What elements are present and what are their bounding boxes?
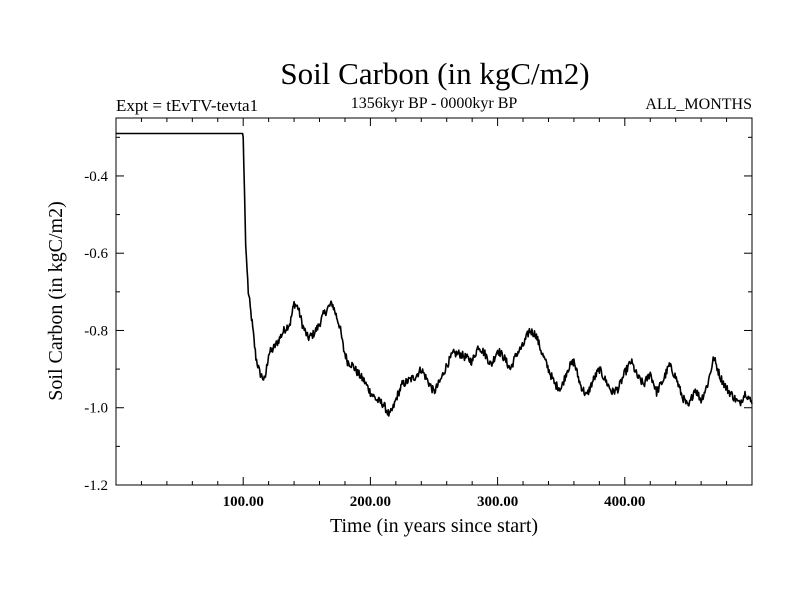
y-axis-label: Soil Carbon (in kgC/m2) bbox=[45, 201, 67, 400]
subtitle-experiment: Expt = tEvTV-tevta1 bbox=[116, 96, 258, 115]
y-tick-label: -1.0 bbox=[84, 401, 108, 417]
x-tick-label: 200.00 bbox=[350, 494, 391, 510]
y-tick-label: -0.6 bbox=[84, 246, 108, 262]
series-layer bbox=[116, 132, 753, 417]
series-line bbox=[116, 132, 753, 417]
y-axis-ticks: -0.4 -0.6 -0.8 -1.0 -1.2 bbox=[84, 136, 752, 494]
y-tick-label: -0.8 bbox=[84, 323, 108, 339]
x-axis-label: Time (in years since start) bbox=[330, 515, 538, 537]
chart-title: Soil Carbon (in kgC/m2) bbox=[280, 56, 589, 91]
y-tick-label: -1.2 bbox=[84, 478, 108, 494]
plot-frame bbox=[115, 117, 753, 486]
x-tick-label: 300.00 bbox=[477, 494, 518, 510]
x-axis-ticks: 100.00 200.00 300.00 400.00 bbox=[140, 118, 728, 510]
subtitle-period: 1356kyr BP - 0000kyr BP bbox=[351, 95, 518, 112]
x-tick-label: 100.00 bbox=[223, 494, 264, 510]
y-tick-label: -0.4 bbox=[84, 169, 108, 185]
subtitle-months: ALL_MONTHS bbox=[645, 96, 752, 113]
x-tick-label: 400.00 bbox=[604, 494, 645, 510]
